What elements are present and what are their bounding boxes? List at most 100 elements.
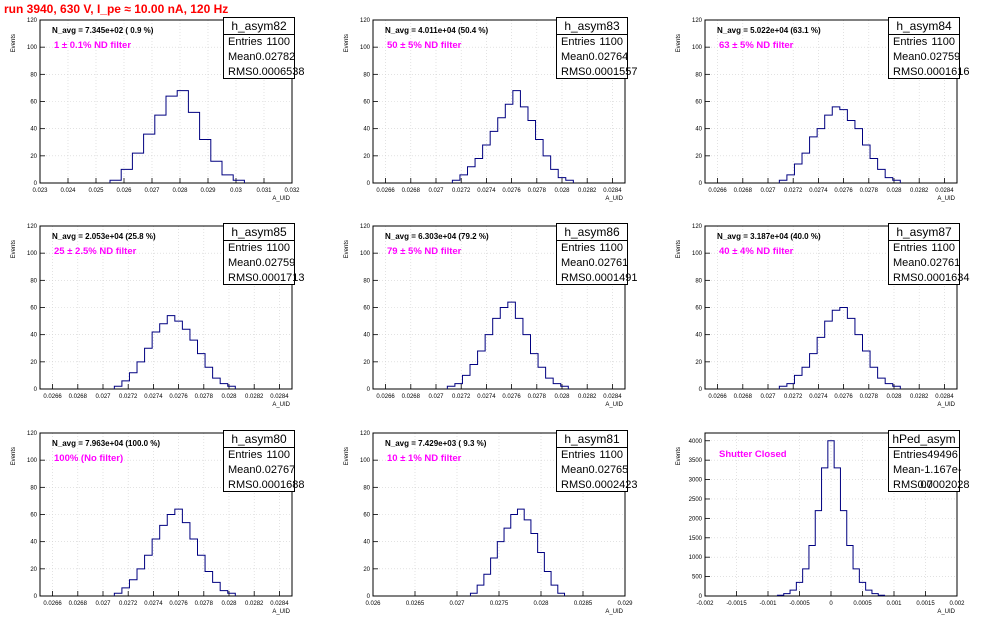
x-tick-label: 0.028: [886, 394, 902, 400]
y-tick-label: 120: [360, 18, 371, 24]
x-tick-label: 0.03: [230, 188, 242, 194]
x-tick-label: 0.0276: [834, 188, 853, 194]
y-tick-label: 100: [360, 45, 371, 51]
y-tick-label: 20: [695, 154, 702, 160]
stats-value: 0.02759: [255, 257, 296, 269]
stats-label: RMS: [561, 66, 586, 78]
x-tick-label: 0.0278: [528, 188, 547, 194]
stats-row-rms: RMS 0.0006538: [224, 65, 304, 80]
y-tick-label: 80: [30, 278, 37, 284]
x-tick-label: 0.0274: [477, 394, 496, 400]
y-tick-label: 0: [367, 387, 371, 393]
y-tick-label: 20: [363, 567, 370, 573]
stats-row-entries: Entries 1100: [224, 35, 294, 50]
stats-box: h_asym80 Entries 1100 Mean 0.02767 RMS 0.00016…: [223, 430, 304, 493]
x-tick-label: 0.0268: [402, 394, 421, 400]
stats-label: RMS: [893, 479, 918, 491]
stats-value: 1100: [266, 36, 290, 48]
stats-label: RMS: [228, 66, 253, 78]
y-tick-label: 40: [695, 127, 702, 133]
stats-row-rms: RMS 0.0001616: [889, 65, 969, 80]
y-tick-label: 40: [363, 333, 370, 339]
stats-label: Entries: [561, 449, 596, 461]
y-tick-label: 60: [363, 100, 370, 106]
stats-box-title: hPed_asym: [889, 431, 959, 448]
y-tick-label: 60: [30, 100, 37, 106]
y-tick-label: 0: [699, 387, 703, 393]
x-tick-label: 0.0276: [169, 601, 188, 607]
x-tick-label: 0.028: [221, 601, 237, 607]
stats-row-entries: Entries 1100: [889, 241, 959, 256]
stats-row-entries: Entries 1100: [224, 448, 294, 463]
x-tick-label: 0.027: [144, 188, 160, 194]
stats-label: RMS: [561, 272, 586, 284]
x-tick-label: 0.0278: [860, 394, 879, 400]
stats-label: Mean: [561, 51, 589, 63]
x-tick-label: 0.0284: [603, 394, 622, 400]
y-tick-label: 40: [363, 540, 370, 546]
stats-row-rms: RMS 0.0001688: [224, 478, 304, 493]
histogram-line: [778, 106, 901, 183]
y-tick-label: 0: [34, 387, 38, 393]
stats-row-entries: Entries 1100: [557, 448, 627, 463]
filter-label: 25 ± 2.5% ND filter: [54, 246, 137, 257]
stats-label: Entries: [893, 36, 928, 48]
stats-row-mean: Mean -1.167e-07: [889, 463, 962, 491]
stats-label: Entries: [228, 449, 263, 461]
y-axis-label: Events: [11, 447, 17, 465]
y-tick-label: 100: [27, 251, 38, 257]
x-tick-label: 0.0268: [734, 188, 753, 194]
y-tick-label: 3000: [689, 478, 703, 484]
stats-value: 0.02759: [920, 51, 961, 63]
x-tick-label: 0.032: [284, 188, 300, 194]
y-tick-label: 1000: [689, 555, 703, 561]
y-axis-label: Events: [676, 447, 682, 465]
stats-label: Entries: [561, 36, 596, 48]
y-tick-label: 2000: [689, 516, 703, 522]
stats-row-entries: Entries 1100: [557, 35, 627, 50]
x-tick-label: 0.0015: [916, 601, 935, 607]
y-axis-label: Events: [676, 34, 682, 52]
x-tick-label: 0.0268: [69, 601, 88, 607]
y-tick-label: 60: [363, 306, 370, 312]
stats-value: 1100: [931, 36, 955, 48]
x-tick-label: 0.026: [116, 188, 132, 194]
x-axis-label: A_UID: [605, 402, 623, 408]
x-tick-label: -0.002: [696, 601, 714, 607]
histogram-bin: [872, 594, 878, 596]
stats-row-mean: Mean 0.02761: [889, 256, 960, 271]
filter-label: 50 ± 5% ND filter: [387, 40, 462, 51]
stats-label: RMS: [893, 66, 918, 78]
x-tick-label: 0.0274: [477, 188, 496, 194]
y-tick-label: 80: [30, 485, 37, 491]
stats-label: Entries: [893, 242, 928, 254]
stats-row-rms: RMS 0.0001557: [557, 65, 637, 80]
histogram-bin: [809, 546, 815, 596]
x-tick-label: 0.0278: [195, 601, 214, 607]
stats-value: 1100: [931, 242, 955, 254]
x-axis-label: A_UID: [937, 196, 955, 202]
y-tick-label: 20: [30, 154, 37, 160]
y-tick-label: 100: [692, 251, 703, 257]
stats-box-title: h_asym84: [889, 18, 959, 35]
histogram-bin: [834, 468, 840, 596]
stats-row-mean: Mean 0.02759: [889, 50, 961, 65]
histogram-bin: [822, 468, 828, 596]
stats-row-mean: Mean 0.02782: [224, 50, 295, 65]
histogram-bin: [815, 511, 821, 596]
stats-row-mean: Mean 0.02764: [557, 50, 628, 65]
stats-label: Mean: [893, 51, 921, 63]
y-axis-label: Events: [344, 447, 350, 465]
stats-box-title: h_asym83: [557, 18, 627, 35]
y-tick-label: 60: [363, 513, 370, 519]
filter-label: Shutter Closed: [719, 449, 787, 460]
y-tick-label: 120: [27, 18, 38, 24]
stats-value: 0.0001557: [585, 66, 638, 78]
histogram-line: [113, 315, 236, 389]
n-avg-text: N_avg = 3.187e+04 (40.0 %): [717, 232, 821, 241]
filter-label: 79 ± 5% ND filter: [387, 246, 462, 257]
y-tick-label: 3500: [689, 458, 703, 464]
x-tick-label: 0.0272: [452, 188, 471, 194]
histogram-bin: [840, 511, 846, 596]
